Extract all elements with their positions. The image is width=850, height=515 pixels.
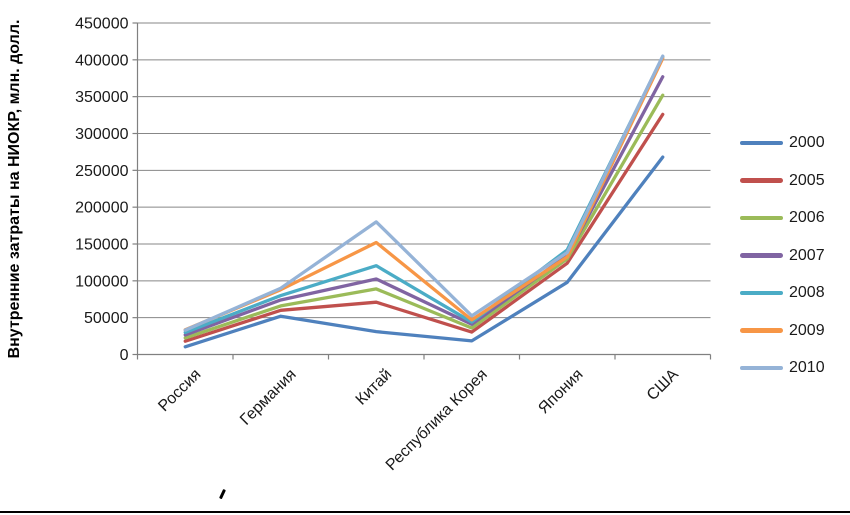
series-line-2008	[183, 55, 665, 335]
legend-label: 2006	[789, 209, 825, 226]
y-tick-label: 50000	[84, 310, 129, 327]
series-line-2006	[183, 93, 665, 340]
series-line-2009	[183, 56, 665, 332]
legend-line-swatch	[740, 215, 783, 221]
legend-line-swatch	[740, 178, 783, 183]
legend-label: 2008	[789, 284, 825, 301]
legend-item-2008: 2008	[740, 283, 825, 303]
legend-item-2000: 2000	[740, 133, 825, 153]
series-line-2005	[183, 112, 665, 343]
y-tick-label: 250000	[75, 163, 128, 180]
legend-label: 2005	[789, 171, 825, 189]
series-line-2010	[183, 54, 665, 332]
legend-label: 2009	[789, 321, 825, 339]
legend-label: 2010	[789, 359, 825, 376]
y-tick-label: 350000	[75, 89, 128, 106]
legend-item-2005: 2005	[740, 171, 825, 191]
series-line-2000	[183, 155, 665, 349]
y-tick-label: 400000	[75, 52, 128, 69]
y-tick-label: 0	[120, 347, 129, 364]
legend-item-2010: 2010	[740, 358, 825, 378]
legend-line-swatch	[740, 140, 783, 146]
y-tick-label: 100000	[75, 273, 128, 290]
legend-item-2006: 2006	[740, 208, 825, 228]
legend-label: 2000	[789, 134, 825, 151]
legend-item-2007: 2007	[740, 246, 825, 266]
y-tick-label: 200000	[75, 200, 128, 217]
y-tick-label: 150000	[75, 237, 128, 254]
legend-line-swatch	[740, 328, 783, 333]
y-tick-label: 300000	[75, 126, 128, 143]
legend-line-swatch	[740, 365, 783, 371]
legend-line-swatch	[740, 290, 783, 296]
bottom-divider-line	[0, 511, 850, 513]
legend-line-swatch	[740, 253, 783, 258]
y-tick-label: 450000	[75, 16, 128, 33]
legend-label: 2007	[789, 246, 825, 264]
legend-item-2009: 2009	[740, 321, 825, 341]
y-axis-title: Внутренние затраты на НИОКР, млн. долл.	[6, 19, 23, 359]
